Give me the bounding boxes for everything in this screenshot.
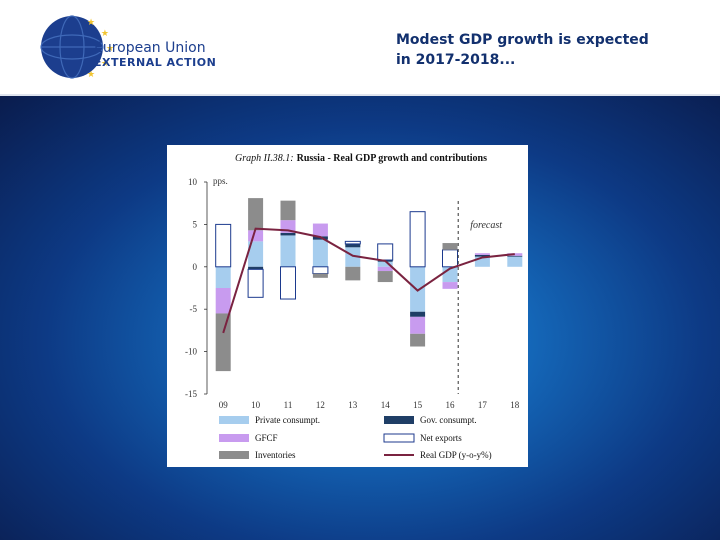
legend-swatch-inventories <box>219 451 249 459</box>
eu-logo: ★ ★ ★ ★ ★ <box>40 15 114 80</box>
bar-gov-13 <box>345 243 361 248</box>
bar-gfcf-14 <box>377 266 393 272</box>
bar-inventories-12 <box>312 273 328 278</box>
bar-gfcf-10 <box>248 230 264 242</box>
x-tick-label: 18 <box>510 400 520 410</box>
y-tick-label: -10 <box>185 347 197 357</box>
bar-gov-17 <box>474 254 490 257</box>
chart-title-prefix: Graph II.38.1: <box>235 153 294 164</box>
x-tick-label: 11 <box>284 400 293 410</box>
bar-inventories-16 <box>442 243 458 250</box>
legend-label-net_exports: Net exports <box>420 433 462 443</box>
x-tick-label: 09 <box>219 400 229 410</box>
bar-gfcf-09 <box>215 288 231 314</box>
x-tick-label: 13 <box>348 400 358 410</box>
bar-gfcf-16 <box>442 282 458 289</box>
bar-net_exports-13 <box>344 240 361 245</box>
bar-inventories-13 <box>345 266 361 281</box>
star-ring-icon: ★ ★ ★ ★ ★ <box>87 18 114 80</box>
bar-inventories-14 <box>377 271 393 283</box>
logo-star: ★ <box>106 44 114 54</box>
gdp-contributions-chart: Graph II.38.1: Russia - Real GDP growth a… <box>185 153 523 460</box>
slide-title-line2: in 2017-2018... <box>396 52 516 68</box>
bar-gov-11 <box>280 232 296 236</box>
bar-net_exports-09 <box>215 223 232 268</box>
bar-net_exports-15 <box>409 211 426 268</box>
bar-gov-18 <box>507 255 523 257</box>
forecast-label: forecast <box>470 220 502 231</box>
y-tick-label: 0 <box>193 262 198 272</box>
bar-net_exports-11 <box>280 266 296 300</box>
bar-inventories-09 <box>215 313 231 372</box>
logo-text-external-action: EXTERNAL ACTION <box>94 56 217 69</box>
y-tick-label: -15 <box>185 389 197 399</box>
logo-star: ★ <box>87 70 95 80</box>
legend-label-inventories: Inventories <box>255 450 296 460</box>
legend-swatch-gfcf <box>219 434 249 442</box>
bar-net_exports-12 <box>312 266 329 275</box>
logo-star: ★ <box>87 18 95 28</box>
bar-private-11 <box>280 235 296 267</box>
legend-label-private: Private consumpt. <box>255 415 320 425</box>
bar-inventories-10 <box>248 198 264 231</box>
legend-label-gov: Gov. consumpt. <box>420 415 477 425</box>
bar-gfcf-12 <box>312 223 328 237</box>
chart-panel: Graph II.38.1: Russia - Real GDP growth a… <box>167 145 528 467</box>
bar-private-13 <box>345 247 361 267</box>
bar-inventories-11 <box>280 200 296 221</box>
y-tick-label: 10 <box>188 177 198 187</box>
bar-private-17 <box>474 256 490 267</box>
bar-private-12 <box>312 239 328 267</box>
logo-text-european-union: European Union <box>94 40 206 56</box>
chart-title: Graph II.38.1: Russia - Real GDP growth a… <box>235 153 487 164</box>
chart-title-main: Russia - Real GDP growth and contributio… <box>297 153 488 164</box>
legend-label-gfcf: GFCF <box>255 433 278 443</box>
bar-private-18 <box>507 256 523 267</box>
bar-net_exports-16 <box>442 249 458 268</box>
bar-gov-15 <box>410 311 426 317</box>
logo-star: ★ <box>101 59 109 69</box>
bar-gfcf-15 <box>410 316 426 334</box>
bar-private-10 <box>248 241 264 267</box>
x-tick-label: 14 <box>381 400 391 410</box>
x-tick-label: 16 <box>446 400 456 410</box>
y-tick-label: 5 <box>193 219 198 229</box>
logo-star: ★ <box>101 29 109 39</box>
bar-net_exports-10 <box>247 268 264 298</box>
legend-label-gdp: Real GDP (y-o-y%) <box>420 450 492 460</box>
bar-net_exports-14 <box>377 243 394 261</box>
legend-swatch-gov <box>384 416 414 424</box>
x-tick-label: 12 <box>316 400 325 410</box>
bar-gfcf-17 <box>474 253 490 255</box>
slide-title: Modest GDP growth is expected in 2017-20… <box>396 30 696 70</box>
bar-private-14 <box>377 261 393 267</box>
slide-title-line1: Modest GDP growth is expected <box>396 32 649 48</box>
bar-private-09 <box>215 266 231 288</box>
x-tick-label: 15 <box>413 400 423 410</box>
header-divider <box>0 94 720 96</box>
x-tick-label: 10 <box>251 400 261 410</box>
legend-swatch-net_exports <box>383 433 415 443</box>
bar-inventories-15 <box>410 333 426 347</box>
legend-swatch-private <box>219 416 249 424</box>
bar-gov-10 <box>248 266 264 270</box>
gdp-line <box>222 227 515 334</box>
x-tick-label: 17 <box>478 400 488 410</box>
y-unit-label: pps. <box>213 176 228 186</box>
chart-legend: Private consumpt. Gov. consumpt. GFCF Net e… <box>219 415 492 460</box>
header-bar: ★ ★ ★ ★ ★ European Union EXTERNAL ACTION Mod… <box>0 0 720 96</box>
y-tick-label: -5 <box>190 304 198 314</box>
